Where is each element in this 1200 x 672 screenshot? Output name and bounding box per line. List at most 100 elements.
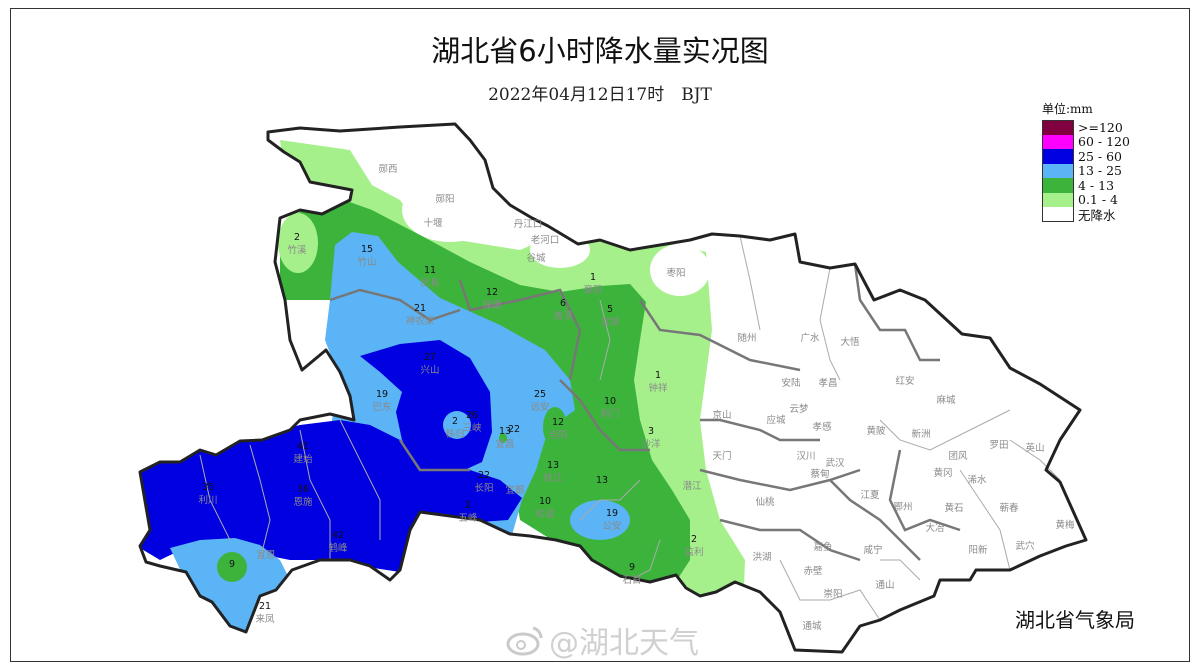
prefecture-boundary	[829, 479, 921, 561]
legend-label: 13 - 25	[1078, 163, 1122, 179]
place-label: 麻城	[936, 394, 956, 406]
place-label: 随州	[737, 332, 756, 344]
county-boundary	[299, 429, 331, 560]
no-rain-zone	[650, 244, 710, 296]
station: 2秭归	[445, 416, 464, 440]
station-value: 19	[606, 508, 618, 519]
legend-item: 4 - 13	[1042, 178, 1130, 193]
county-boundary	[339, 419, 381, 540]
place-label: 广水	[800, 332, 820, 344]
station-name: 来凤	[255, 614, 275, 625]
station-value: 19	[376, 389, 388, 400]
station: 27 兴山	[420, 352, 439, 376]
legend-item: 13 - 25	[1042, 163, 1130, 179]
station: 22	[508, 424, 520, 435]
legend-swatch	[1042, 192, 1074, 207]
station-value: 12	[552, 417, 564, 428]
place-label: 安陆	[781, 377, 801, 389]
no-rain-zone	[402, 178, 498, 242]
rain-zone-25-60	[360, 340, 492, 472]
place-label: 阳新	[968, 544, 988, 556]
place-label: 崇阳	[823, 589, 842, 600]
county-boundary	[599, 299, 611, 381]
station-name: 远安	[530, 401, 549, 413]
map-title: 湖北省6小时降水量实况图	[431, 34, 769, 68]
place-label: 洪湖	[752, 551, 771, 563]
place-label: 十堰	[423, 217, 443, 229]
station-name: 荆门	[600, 408, 619, 420]
station-value: 41	[297, 441, 309, 452]
station: 宜都	[505, 484, 525, 496]
weibo-logo-icon	[506, 626, 543, 656]
legend-item: 无降水	[1042, 207, 1130, 223]
place-label: 郧西	[378, 164, 397, 175]
place-label: 京山	[712, 409, 731, 421]
legend-item: 0.1 - 4	[1042, 192, 1130, 207]
place-label: 孝感	[812, 421, 832, 433]
place-label: 蔡甸	[810, 468, 829, 480]
place-label: 应城	[766, 414, 786, 426]
place-label: 团风	[948, 451, 968, 462]
prefecture-boundary	[559, 379, 650, 452]
station-name: 三峡	[462, 422, 482, 434]
station-value: 1	[655, 370, 661, 381]
rain-zone-4-13	[499, 433, 507, 443]
station: 2监利	[684, 534, 703, 558]
station-value: 35	[202, 482, 214, 493]
legend-unit: 单位:mm	[1042, 102, 1093, 116]
place-label: 咸宁	[863, 544, 882, 556]
county-boundary	[779, 559, 881, 621]
station: 21 来凤	[255, 601, 275, 625]
station-value: 11	[424, 265, 436, 276]
legend-label: >=120	[1078, 119, 1123, 135]
station-value: 12	[486, 287, 498, 298]
place-label: 汉川	[796, 451, 815, 462]
station-name: 襄阳	[583, 284, 602, 296]
station-value: 9	[629, 562, 635, 573]
station-value: 10	[604, 396, 616, 407]
station-name: 建始	[293, 453, 313, 465]
station: 1襄阳	[583, 272, 602, 296]
station-value: 3	[648, 426, 654, 437]
station-value: 22	[508, 424, 520, 435]
station: 2竹溪	[287, 232, 307, 256]
station-value: 13	[499, 426, 511, 437]
station: 5宜城	[600, 304, 620, 328]
place-label: 仙桃	[755, 496, 775, 508]
rain-zone-4-13	[531, 491, 563, 519]
station-name: 竹溪	[287, 244, 307, 256]
prefecture-boundary	[853, 263, 940, 362]
station-name: 神农架	[406, 315, 435, 327]
county-boundary	[249, 444, 271, 561]
legend-item: 25 - 60	[1042, 149, 1130, 164]
station-value: 2	[691, 534, 697, 545]
station-value: 15	[361, 244, 373, 255]
station-name: 保康	[482, 299, 502, 311]
station: 13	[596, 475, 608, 486]
county-boundary	[959, 469, 1011, 571]
station: 2 五峰	[458, 500, 478, 524]
prefecture-boundary	[638, 299, 801, 372]
prefecture-boundary	[458, 279, 582, 381]
place-label: 老河口	[531, 234, 560, 246]
station-value: 2	[465, 500, 471, 511]
legend-label: 60 - 120	[1078, 134, 1130, 150]
legend: 单位:mm >=120 60 - 120 25 - 60 13 - 25 4 - 13 0…	[1042, 100, 1130, 223]
legend-swatch	[1042, 120, 1074, 135]
station-value: 26	[466, 410, 478, 421]
station-value: 9	[229, 559, 235, 570]
place-label: 通山	[875, 580, 894, 591]
legend-swatch	[1042, 178, 1074, 193]
station-name: 竹山	[357, 256, 376, 268]
place-label: 罗田	[989, 440, 1008, 451]
